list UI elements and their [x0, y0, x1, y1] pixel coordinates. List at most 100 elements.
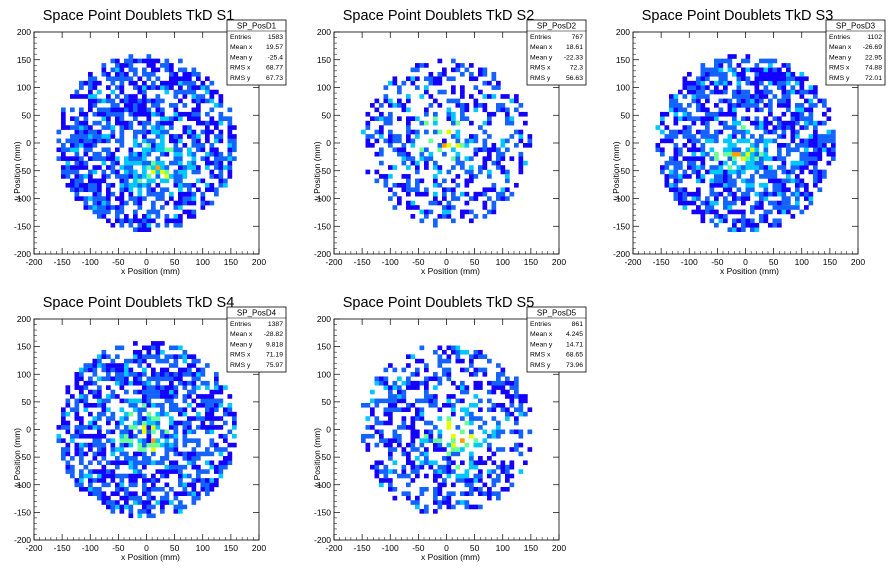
histogram-bin	[424, 214, 429, 219]
histogram-bin	[410, 80, 416, 86]
histogram-bin	[478, 398, 483, 404]
histogram-bin	[518, 469, 524, 474]
histogram-bin	[727, 191, 733, 197]
histogram-bin	[151, 103, 156, 108]
histogram-bin	[101, 134, 107, 139]
histogram-bin	[151, 169, 156, 175]
histogram-bin	[736, 218, 742, 224]
histogram-bin	[777, 143, 782, 148]
histogram-bin	[187, 363, 192, 368]
histogram-bin	[374, 376, 380, 382]
histogram-bin	[155, 411, 161, 417]
histogram-bin	[790, 191, 796, 197]
histogram-bin	[61, 411, 66, 417]
histogram-bin	[133, 469, 138, 474]
histogram-bin	[191, 209, 197, 215]
histogram-bin	[101, 398, 107, 404]
histogram-bin	[790, 165, 796, 170]
histogram-bin	[741, 214, 746, 219]
histogram-bin	[205, 416, 210, 421]
histogram-bin	[691, 160, 697, 166]
histogram-bin	[101, 116, 107, 121]
histogram-bin	[433, 469, 438, 474]
histogram-bin	[74, 116, 80, 121]
histogram-bin	[437, 71, 443, 77]
histogram-bin	[478, 504, 483, 510]
histogram-bin	[227, 402, 233, 408]
histogram-bin	[410, 67, 416, 73]
histogram-bin	[173, 169, 179, 175]
histogram-bin	[74, 385, 80, 390]
histogram-bin	[128, 54, 134, 59]
histogram-bin	[669, 129, 674, 135]
histogram-bin	[106, 438, 111, 443]
histogram-bin	[518, 129, 524, 135]
histogram-bin	[460, 143, 465, 148]
histogram-bin	[173, 504, 179, 510]
histogram-bin	[155, 182, 161, 188]
histogram-bin	[160, 372, 165, 377]
histogram-bin	[182, 425, 188, 430]
x-tick-label: 0	[444, 257, 449, 267]
histogram-bin	[92, 367, 98, 373]
histogram-bin	[451, 76, 456, 82]
histogram-bin	[106, 147, 111, 153]
histogram-bin	[110, 473, 116, 479]
histogram-bin	[97, 182, 102, 188]
stats-name: SP_PosD3	[836, 22, 876, 31]
histogram-bin	[831, 134, 836, 139]
histogram-bin	[428, 464, 434, 470]
histogram-bin	[160, 191, 165, 197]
histogram-bin	[110, 103, 116, 108]
histogram-bin	[214, 134, 219, 139]
histogram-bin	[401, 469, 407, 474]
histogram-bin	[419, 486, 425, 492]
histogram-bin	[227, 129, 233, 135]
histogram-bin	[200, 372, 206, 377]
histogram-bin	[383, 174, 389, 179]
histogram-bin	[500, 94, 506, 99]
histogram-bin	[437, 76, 443, 82]
histogram-bin	[164, 411, 170, 417]
stats-value: -22.33	[564, 54, 583, 61]
histogram-bin	[106, 187, 111, 193]
histogram-bin	[428, 402, 434, 408]
histogram-bin	[505, 178, 510, 184]
histogram-bin	[101, 456, 107, 461]
histogram-bin	[682, 94, 688, 99]
histogram-bin	[446, 205, 452, 210]
histogram-bin	[428, 438, 434, 443]
histogram-bin	[128, 478, 134, 483]
histogram-bin	[433, 442, 438, 448]
stats-label: Entries	[530, 321, 552, 328]
histogram-bin	[669, 174, 674, 179]
histogram-bin	[133, 71, 138, 77]
histogram-bin	[714, 196, 719, 201]
histogram-bin	[97, 178, 102, 184]
histogram-bin	[478, 456, 483, 461]
histogram-bin	[133, 151, 138, 157]
histogram-bin	[424, 398, 429, 404]
histogram-bin	[433, 191, 438, 197]
histogram-bin	[500, 191, 506, 197]
histogram-bin	[155, 341, 161, 346]
histogram-bin	[442, 209, 447, 215]
histogram-bin	[128, 94, 134, 99]
histogram-bin	[182, 80, 188, 86]
histogram-bin	[487, 209, 492, 215]
stats-value: 861	[572, 321, 584, 328]
histogram-bin	[813, 134, 818, 139]
histogram-bin	[65, 182, 71, 188]
x-tick-label: 150	[224, 257, 238, 267]
histogram-bin	[61, 425, 66, 430]
histogram-bin	[146, 456, 152, 461]
histogram-bin	[88, 380, 93, 386]
histogram-bin	[142, 394, 147, 399]
histogram-bin	[74, 451, 80, 457]
histogram-bin	[732, 169, 737, 175]
histogram-bin	[754, 125, 760, 130]
histogram-bin	[196, 111, 201, 117]
histogram-bin	[137, 354, 143, 359]
histogram-bin	[673, 134, 679, 139]
